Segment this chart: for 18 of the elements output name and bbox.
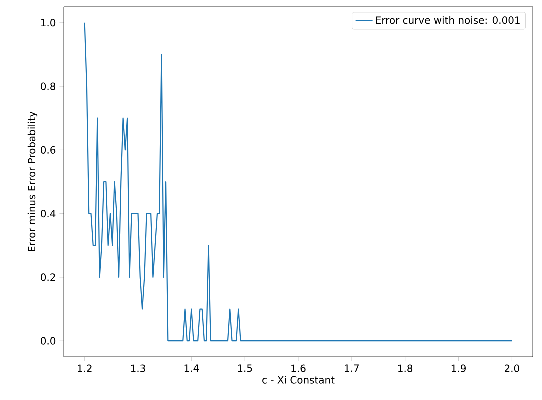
- x-tick-label: 1.2: [78, 364, 92, 372]
- y-tick-label: 0.4: [41, 210, 56, 218]
- y-axis-title: Error minus Error Probability: [28, 112, 38, 252]
- x-axis-title: c - Xi Constant: [262, 376, 335, 384]
- x-tick-label: 1.8: [398, 364, 413, 372]
- x-tick-label: 1.3: [131, 364, 146, 372]
- y-tick-label: 0.2: [41, 274, 56, 282]
- x-tick-label: 1.6: [292, 364, 306, 372]
- x-tick-label: 1.4: [184, 364, 200, 372]
- x-tick-label: 1.5: [238, 364, 252, 372]
- legend-label: Error curve with noise: 0.001: [376, 16, 520, 24]
- y-tick-label: 0.8: [41, 82, 56, 90]
- y-tick-label: 0.0: [41, 337, 56, 345]
- y-tick-label: 1.0: [41, 19, 56, 27]
- y-tick-label: 0.6: [41, 146, 56, 154]
- x-tick-label: 2.0: [504, 364, 520, 372]
- x-tick-label: 1.9: [452, 364, 466, 372]
- x-tick-label: 1.7: [345, 364, 359, 372]
